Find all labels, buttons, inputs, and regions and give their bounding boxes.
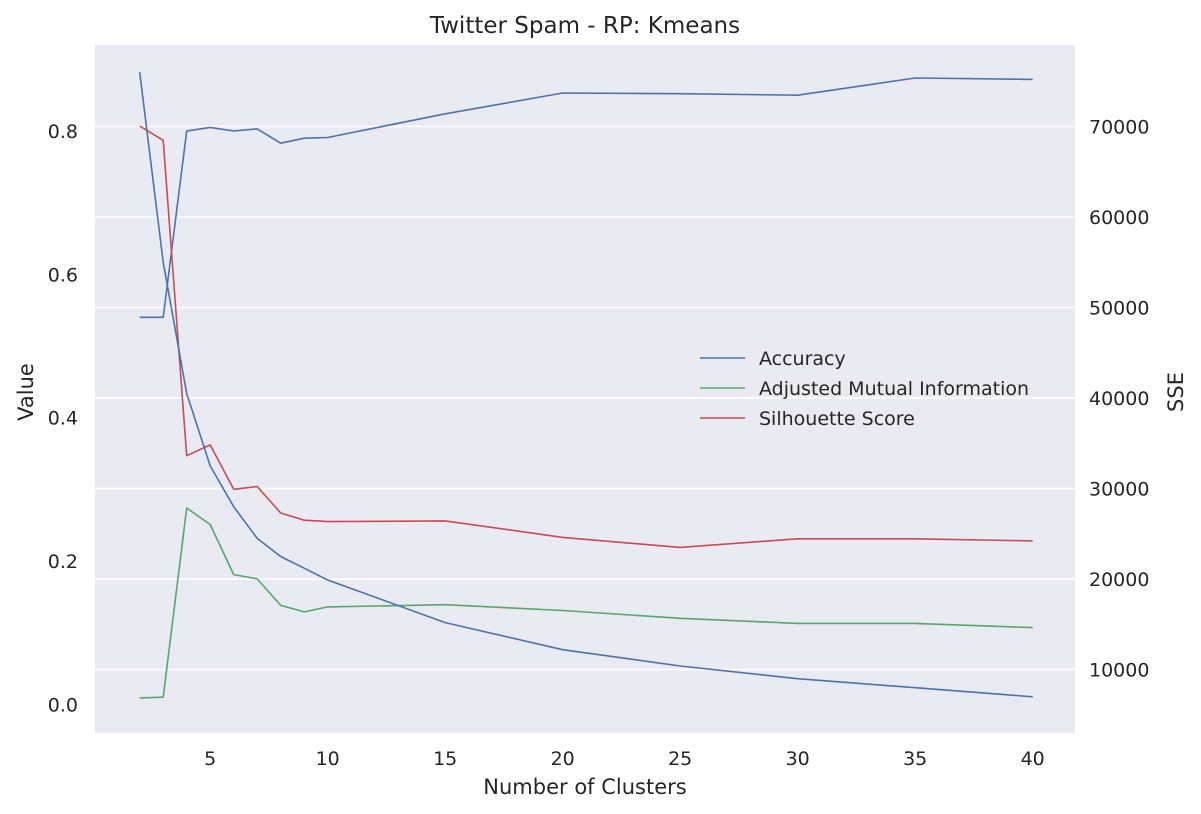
y2-tick-label: 50000: [1089, 298, 1149, 320]
x-tick-label: 15: [433, 748, 457, 770]
y2-tick-label: 30000: [1089, 479, 1149, 501]
x-tick-label: 5: [204, 748, 216, 770]
y-tick-label: 0.2: [48, 551, 78, 573]
y2-tick-label: 60000: [1089, 207, 1149, 229]
y2-axis-label: SSE: [1164, 372, 1188, 412]
legend-label-silhouette: Silhouette Score: [759, 408, 915, 430]
legend-label-ami: Adjusted Mutual Information: [759, 378, 1029, 400]
y-tick-label: 0.6: [48, 264, 78, 286]
y2-tick-label: 70000: [1089, 117, 1149, 139]
legend-label-accuracy: Accuracy: [759, 348, 846, 370]
x-tick-label: 25: [668, 748, 692, 770]
x-axis-label: Number of Clusters: [483, 775, 686, 799]
x-tick-labels: 5 10 15 20 25 30 35 40: [204, 748, 1045, 770]
y-axis-label: Value: [14, 363, 38, 421]
series-sse: [138, 72, 1033, 698]
legend: Accuracy Adjusted Mutual Information Sil…: [700, 348, 1029, 430]
x-tick-label: 10: [316, 748, 340, 770]
y-tick-labels: 0.0 0.2 0.4 0.6 0.8: [48, 121, 78, 716]
x-tick-label: 20: [551, 748, 575, 770]
y-tick-label: 0.0: [48, 694, 78, 716]
x-tick-label: 30: [786, 748, 810, 770]
x-tick-label: 40: [1021, 748, 1045, 770]
series-accuracy: [139, 77, 1033, 319]
y2-tick-label: 10000: [1089, 660, 1149, 682]
series-lines: [138, 72, 1033, 699]
plot-background: [95, 45, 1075, 733]
series-adjusted-mutual-information: [139, 507, 1033, 699]
chart-title: Twitter Spam - RP: Kmeans: [429, 13, 740, 39]
series-silhouette-score: [139, 125, 1033, 549]
y-tick-label: 0.4: [48, 408, 78, 430]
y-tick-label: 0.8: [48, 121, 78, 143]
y2-tick-label: 20000: [1089, 569, 1149, 591]
x-tick-label: 35: [903, 748, 927, 770]
y2-tick-labels: 10000 20000 30000 40000 50000 60000 70000: [1089, 117, 1149, 682]
y2-tick-label: 40000: [1089, 388, 1149, 410]
